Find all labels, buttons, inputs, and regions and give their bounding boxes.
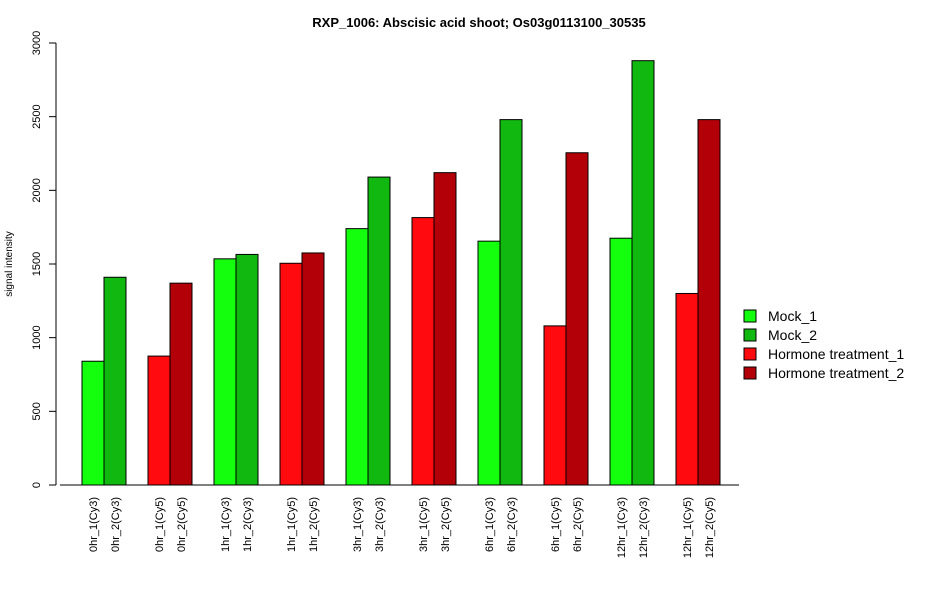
bar [213,258,237,486]
y-tick-label: 0 [31,482,43,488]
x-tick-label: 0hr_1(Cy3) [88,497,100,552]
x-tick-label: 0hr_2(Cy3) [110,497,122,552]
bar [499,119,523,486]
y-axis-label: signal intensity [4,231,15,297]
category-labels: 0hr_1(Cy3) 0hr_2(Cy3) 0hr_1(Cy5) 0hr_2(Cy5)… [88,497,716,558]
bars-group [81,60,721,486]
x-tick-label: 1hr_1(Cy3) [220,497,232,552]
x-tick-label: 12hr_1(Cy5) [682,497,694,558]
legend-label: Mock_2 [768,327,817,343]
x-tick-label: 1hr_1(Cy5) [286,497,298,552]
bar [103,276,127,486]
legend-swatch [743,309,757,323]
bar [279,262,303,486]
y-tick-label: 2000 [31,178,43,202]
y-tick-label: 3000 [31,31,43,55]
x-tick-label: 3hr_2(Cy3) [374,497,386,552]
legend-swatch [743,347,757,361]
bar [433,172,457,486]
bar [147,355,171,486]
x-tick-label: 12hr_2(Cy5) [704,497,716,558]
bar [609,237,633,486]
bar [301,252,325,486]
bar [477,240,501,486]
bar [367,176,391,486]
bar [675,292,699,486]
x-tick-label: 6hr_1(Cy5) [550,497,562,552]
x-tick-label: 1hr_2(Cy3) [242,497,254,552]
x-tick-label: 0hr_1(Cy5) [154,497,166,552]
y-axis: 0 500 1000 1500 2000 2500 3000 [31,31,57,488]
legend-label: Hormone treatment_2 [768,365,904,381]
bar [631,60,655,486]
bar [345,228,369,486]
bar [565,152,589,486]
legend-swatch [743,328,757,342]
x-tick-label: 6hr_2(Cy5) [572,497,584,552]
x-tick-label: 1hr_2(Cy5) [308,497,320,552]
x-tick-label: 0hr_2(Cy5) [176,497,188,552]
x-tick-label: 6hr_1(Cy3) [484,497,496,552]
legend-swatch [743,366,757,380]
bar [169,282,193,486]
y-tick-label: 1000 [31,325,43,349]
x-tick-label: 6hr_2(Cy3) [506,497,518,552]
bar [81,360,105,486]
chart-title: RXP_1006: Abscisic acid shoot; Os03g0113… [312,15,645,30]
bar [235,253,259,486]
legend-label: Mock_1 [768,308,817,324]
bar [697,119,721,486]
x-tick-label: 12hr_1(Cy3) [616,497,628,558]
y-tick-label: 1500 [31,252,43,276]
x-tick-label: 3hr_1(Cy3) [352,497,364,552]
x-tick-label: 3hr_2(Cy5) [440,497,452,552]
x-tick-label: 12hr_2(Cy3) [638,497,650,558]
bar [543,325,567,486]
y-tick-label: 2500 [31,104,43,128]
legend: Mock_1 Mock_2 Hormone treatment_1 Hormone t… [743,308,904,381]
bar [411,217,435,486]
x-tick-label: 3hr_1(Cy5) [418,497,430,552]
legend-label: Hormone treatment_1 [768,346,904,362]
y-tick-label: 500 [31,402,43,420]
